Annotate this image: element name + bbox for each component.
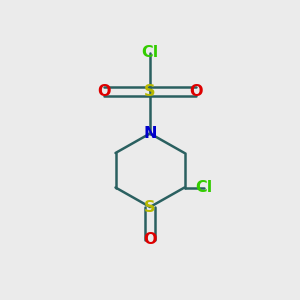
Text: Cl: Cl [141, 45, 159, 60]
Text: Cl: Cl [195, 180, 213, 195]
Text: O: O [143, 232, 157, 247]
Text: O: O [98, 84, 111, 99]
Text: N: N [143, 126, 157, 141]
Text: S: S [144, 84, 156, 99]
Text: O: O [189, 84, 202, 99]
Text: S: S [144, 200, 156, 214]
